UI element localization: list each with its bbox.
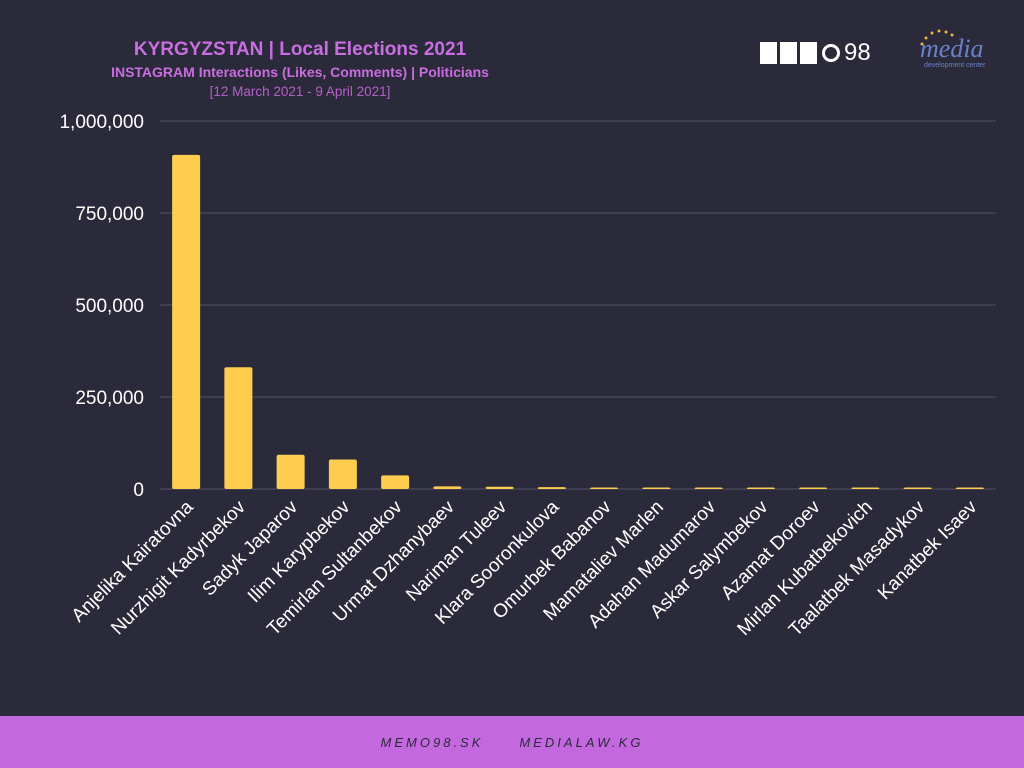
bar	[485, 486, 514, 489]
bar	[276, 454, 305, 489]
bar	[381, 475, 410, 489]
media-development-center-logo: media development center	[916, 28, 1002, 76]
bar	[328, 459, 357, 489]
date-range: [12 March 2021 - 9 April 2021]	[209, 84, 391, 99]
bar	[537, 487, 566, 489]
bar	[224, 367, 253, 489]
bar	[799, 487, 828, 489]
memo98-logo-circle	[822, 44, 840, 62]
bar	[590, 487, 619, 489]
footer-link-medialaw[interactable]: MEDIALAW.KG	[519, 734, 644, 750]
memo98-logo-number: 98	[844, 39, 871, 66]
chart-subtitle: INSTAGRAM Interactions (Likes, Comments)…	[111, 64, 489, 80]
y-tick-label: 0	[133, 480, 144, 501]
bar	[642, 487, 671, 489]
bar	[746, 487, 775, 489]
bar	[433, 486, 462, 489]
bar	[903, 487, 932, 489]
footer-link-memo98[interactable]: MEMO98.SK	[380, 734, 484, 750]
bar	[955, 487, 984, 489]
media-logo-tagline: development center	[924, 62, 986, 69]
y-tick-label: 750,000	[75, 204, 144, 225]
y-tick-label: 500,000	[75, 296, 144, 317]
media-logo-dots-icon	[920, 29, 954, 46]
footer-bar: MEMO98.SK MEDIALAW.KG	[0, 716, 1024, 768]
chart-header: KYRGYZSTAN | Local Elections 2021 INSTAG…	[100, 38, 500, 102]
memo98-logo: 98	[760, 40, 871, 66]
y-tick-label: 250,000	[75, 388, 144, 409]
y-tick-label: 1,000,000	[59, 112, 144, 133]
memo98-logo-block-m	[760, 42, 777, 64]
bar	[851, 487, 880, 489]
memo98-logo-block-e	[780, 42, 797, 64]
bar	[694, 487, 723, 489]
chart-title: KYRGYZSTAN | Local Elections 2021	[133, 39, 467, 60]
memo98-logo-block-m2	[800, 42, 817, 64]
media-logo-word: media	[920, 34, 984, 63]
bar-chart: 0250,000500,000750,0001,000,000Anjelika …	[59, 112, 996, 641]
bar	[172, 154, 201, 489]
